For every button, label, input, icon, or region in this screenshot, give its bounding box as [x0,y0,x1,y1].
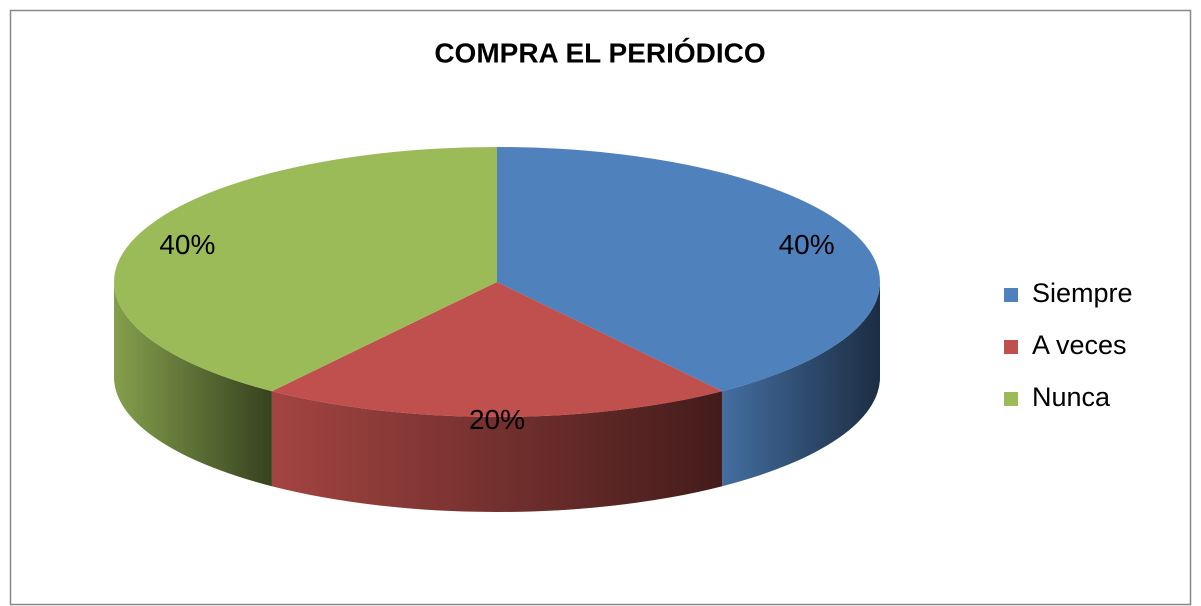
data-label: 20% [469,404,525,435]
pie-slice-side-shade [271,391,723,512]
chart-title: COMPRA EL PERIÓDICO [434,37,765,68]
legend-swatch [1004,340,1018,354]
pie-slice [497,147,880,392]
pie-slice [271,282,723,418]
pie-slice-side-shade [114,282,272,487]
data-label: 40% [159,229,215,260]
pie-slice-side-shade [722,282,880,487]
legend-label: Nunca [1032,382,1111,412]
legend-label: Siempre [1032,278,1133,308]
legend-label: A veces [1032,330,1127,360]
data-label: 40% [779,229,835,260]
legend-swatch [1004,288,1018,302]
legend-swatch [1004,392,1018,406]
pie-slice [114,147,498,392]
